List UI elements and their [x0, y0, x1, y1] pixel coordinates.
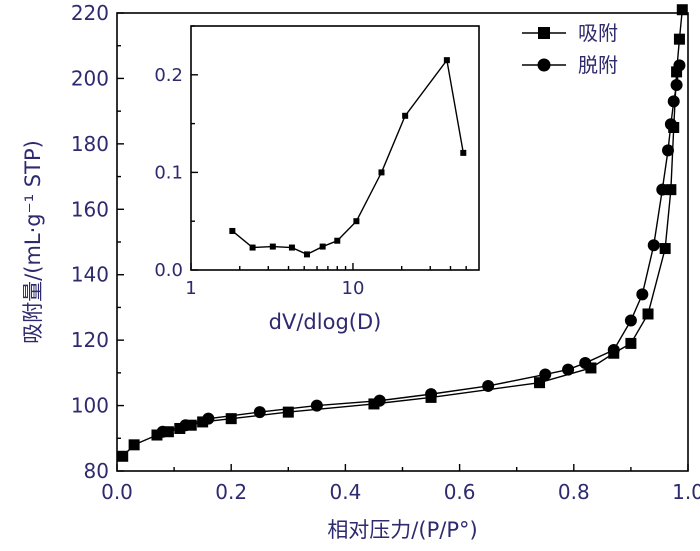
inset-y-tick-label: 0.1 — [154, 162, 183, 183]
x-tick-label: 0.4 — [329, 480, 361, 504]
inset-point — [249, 244, 256, 251]
desorption-point — [636, 288, 649, 301]
desorption-point — [656, 183, 669, 196]
desorption-point — [579, 357, 592, 370]
adsorption-point — [676, 4, 688, 16]
main-plot-axes: 0.0 0.2 0.4 0.6 0.8 1.0 80 100 120 140 160 180 200 22… — [21, 1, 700, 542]
adsorption-point — [534, 377, 546, 389]
desorption-point — [673, 59, 686, 72]
y-axis-title: 吸附量/(mL·g⁻¹ STP) — [21, 140, 45, 344]
x-tick-label: 0.0 — [101, 480, 133, 504]
main-plot-frame — [116, 12, 689, 472]
inset-point — [269, 243, 276, 250]
desorption-point — [662, 144, 675, 157]
y-tick-label: 80 — [84, 459, 109, 483]
inset-point — [319, 243, 326, 250]
inset-point — [334, 237, 341, 244]
inset-plot-frame — [190, 25, 480, 271]
adsorption-point — [282, 406, 294, 418]
inset-point — [443, 57, 450, 64]
desorption-point — [647, 239, 660, 252]
adsorption-point — [128, 439, 140, 451]
y-tick-label: 220 — [71, 1, 109, 25]
inset-point — [460, 149, 467, 156]
desorption-point — [667, 95, 680, 108]
x-axis-title: 相对压力/(P/P°) — [327, 518, 477, 542]
y-tick-label: 200 — [71, 66, 109, 90]
adsorption-point — [197, 416, 209, 428]
adsorption-point — [625, 337, 637, 349]
inset-y-tick-label: 0.0 — [154, 260, 183, 281]
desorption-point — [624, 314, 637, 327]
inset-point — [229, 227, 236, 234]
main-plot-series — [117, 4, 688, 462]
y-tick-label: 140 — [71, 263, 109, 287]
inset-y-tick-label: 0.2 — [154, 65, 183, 86]
adsorption-point — [151, 429, 163, 441]
desorption-point — [425, 388, 438, 401]
desorption-point — [373, 394, 386, 407]
inset-point — [402, 112, 409, 119]
desorption-point — [156, 425, 169, 438]
series-line-desorption — [162, 65, 681, 433]
adsorption-point — [585, 362, 597, 374]
adsorption-point — [659, 243, 671, 255]
x-tick-label: 0.8 — [558, 480, 590, 504]
x-tick-label: 0.6 — [444, 480, 476, 504]
inset-plot-series — [229, 57, 467, 258]
legend-marker — [537, 58, 551, 72]
legend-marker — [538, 27, 550, 39]
desorption-point — [310, 399, 323, 412]
inset-x-tick-label: 1 — [185, 278, 196, 299]
legend-label: 脱附 — [578, 53, 618, 77]
x-tick-label: 1.0 — [672, 480, 700, 504]
adsorption-point — [665, 184, 677, 196]
desorption-point — [482, 379, 495, 392]
adsorption-point — [225, 413, 237, 425]
desorption-point — [539, 368, 552, 381]
desorption-point — [202, 412, 215, 425]
y-tick-label: 180 — [71, 132, 109, 156]
inset-series-line — [231, 58, 464, 256]
inset-point — [378, 169, 385, 176]
legend-label: 吸附 — [578, 21, 618, 45]
inset-plot-axes: 1 10 0.0 0.1 0.2 dV/dlog(D) — [154, 25, 480, 334]
desorption-point — [607, 343, 620, 356]
adsorption-point — [671, 66, 683, 78]
inset-point — [303, 251, 310, 258]
y-tick-label: 120 — [71, 328, 109, 352]
desorption-point — [562, 363, 575, 376]
inset-point — [353, 218, 360, 225]
y-tick-label: 160 — [71, 197, 109, 221]
adsorption-point — [368, 398, 380, 410]
x-tick-label: 0.2 — [215, 480, 247, 504]
adsorption-point — [673, 33, 685, 45]
inset-x-axis-title: dV/dlog(D) — [269, 310, 382, 334]
inset-x-tick-label: 10 — [342, 278, 365, 299]
adsorption-point — [117, 450, 129, 462]
inset-point — [288, 244, 295, 251]
desorption-point — [670, 78, 683, 91]
desorption-point — [253, 406, 266, 419]
adsorption-point — [642, 308, 654, 320]
y-tick-label: 100 — [71, 394, 109, 418]
desorption-point — [664, 118, 677, 131]
adsorption-point — [174, 422, 186, 434]
desorption-point — [179, 419, 192, 432]
